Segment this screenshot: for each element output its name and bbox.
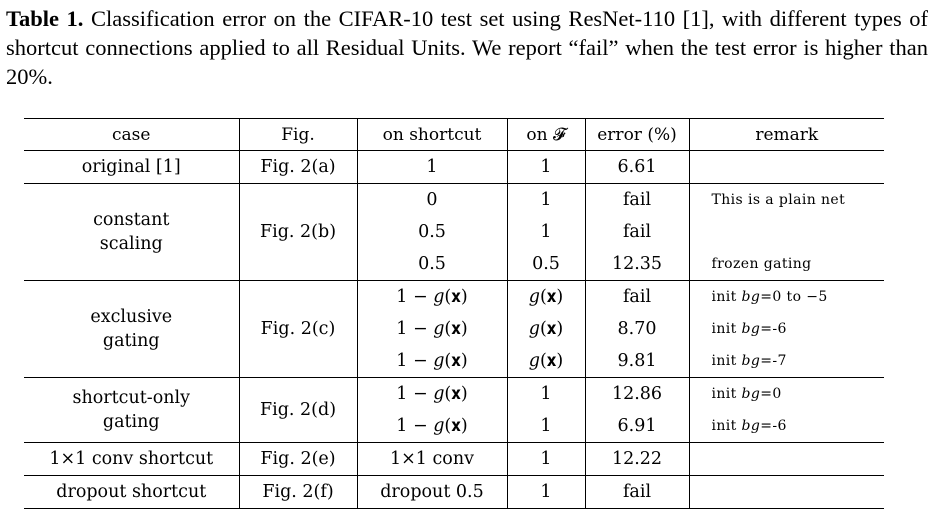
table-row: exclusive gating Fig. 2(c) 1 − 𝑔(𝐱) 𝑔(𝐱)… xyxy=(24,280,884,378)
remark-cell: This is a plain net xyxy=(689,183,884,216)
shortcut-cell: 1 − 𝑔(𝐱) xyxy=(357,313,508,345)
error-cell: 12.22 xyxy=(585,442,690,476)
caption-text: Classification error on the CIFAR-10 tes… xyxy=(6,6,929,89)
error-cell: fail xyxy=(585,280,690,313)
on-f-cell: 1 xyxy=(507,410,586,443)
table-row: 1 − 𝑔(𝐱) 𝑔(𝐱) 9.81 init 𝑏𝑔=-7 xyxy=(24,345,884,378)
error-cell: 8.70 xyxy=(585,313,690,345)
fig-cell: Fig. 2(d) xyxy=(239,377,358,443)
remark-cell xyxy=(689,150,884,184)
on-f-cell: 0.5 xyxy=(507,248,586,281)
case-cell: 1×1 conv shortcut xyxy=(24,442,240,476)
fig-cell: Fig. 2(c) xyxy=(239,280,358,378)
error-cell: fail xyxy=(585,475,690,509)
table-row: 1 − 𝑔(𝐱) 1 6.91 init 𝑏𝑔=-6 xyxy=(24,410,884,443)
remark-cell: frozen gating xyxy=(711,256,812,272)
error-cell: 6.91 xyxy=(585,410,690,443)
remark-cell: init 𝑏𝑔=-7 xyxy=(711,353,787,369)
error-cell: 12.86 xyxy=(585,377,690,410)
results-table: case Fig. on shortcut on 𝓕 error (%) rem… xyxy=(24,118,884,509)
remark-cell: init 𝑏𝑔=0 xyxy=(689,377,884,410)
header-row: case Fig. on shortcut on 𝓕 error (%) rem… xyxy=(24,118,884,151)
on-f-cell: 1 xyxy=(507,216,586,248)
fig-cell: Fig. 2(a) xyxy=(239,150,358,184)
shortcut-cell: 1 − 𝑔(𝐱) xyxy=(357,345,508,378)
error-cell: 6.61 xyxy=(585,150,690,184)
fig-cell: Fig. 2(e) xyxy=(239,442,358,476)
table-row: 1 − 𝑔(𝐱) 𝑔(𝐱) 8.70 init 𝑏𝑔=-6 xyxy=(24,313,884,345)
error-cell: fail xyxy=(585,216,690,248)
case-cell: dropout shortcut xyxy=(24,475,240,509)
on-f-cell: 1 xyxy=(507,475,586,509)
on-f-cell: 𝑔(𝐱) xyxy=(507,345,586,378)
remark-cell: init 𝑏𝑔=0 to −5 xyxy=(689,280,884,313)
remark-cell xyxy=(689,475,884,509)
case-cell: exclusive gating xyxy=(24,280,240,378)
table-row: original [1] Fig. 2(a) 1 1 6.61 xyxy=(24,150,884,184)
header-error: error (%) xyxy=(585,118,690,151)
on-f-cell: 1 xyxy=(507,442,586,476)
remark-cell: init 𝑏𝑔=-6 xyxy=(711,418,787,434)
header-on-shortcut: on shortcut xyxy=(357,118,508,151)
shortcut-cell: 1 − 𝑔(𝐱) xyxy=(357,280,508,313)
header-case: case xyxy=(24,118,240,151)
header-fig: Fig. xyxy=(239,118,358,151)
table-row: 1×1 conv shortcut Fig. 2(e) 1×1 conv 1 1… xyxy=(24,442,884,476)
on-f-cell: 𝑔(𝐱) xyxy=(507,313,586,345)
fig-cell: Fig. 2(b) xyxy=(239,183,358,281)
on-f-cell: 1 xyxy=(507,150,586,184)
table-row: constant scaling Fig. 2(b) 0 1 fail This… xyxy=(24,183,884,281)
table-row: 0.5 1 fail xyxy=(24,216,884,248)
on-f-cell: 1 xyxy=(507,183,586,216)
shortcut-cell: 1×1 conv xyxy=(357,442,508,476)
header-remark: remark xyxy=(689,118,884,151)
error-cell: 12.35 xyxy=(585,248,690,281)
remark-cell: init 𝑏𝑔=-6 xyxy=(711,321,787,337)
case-cell: constant scaling xyxy=(24,183,240,281)
remark-cell xyxy=(689,442,884,476)
error-cell: 9.81 xyxy=(585,345,690,378)
table-row: shortcut-only gating Fig. 2(d) 1 − 𝑔(𝐱) … xyxy=(24,377,884,443)
shortcut-cell: 1 xyxy=(357,150,508,184)
error-cell: fail xyxy=(585,183,690,216)
shortcut-cell: 0.5 xyxy=(357,216,508,248)
case-cell: original [1] xyxy=(24,150,240,184)
header-on-f: on 𝓕 xyxy=(507,118,586,151)
shortcut-cell: 0 xyxy=(357,183,508,216)
shortcut-cell: 0.5 xyxy=(357,248,508,281)
fig-cell: Fig. 2(f) xyxy=(239,475,358,509)
remark-cell xyxy=(689,216,884,248)
on-f-cell: 1 xyxy=(507,377,586,410)
shortcut-cell: 1 − 𝑔(𝐱) xyxy=(357,377,508,410)
on-f-cell: 𝑔(𝐱) xyxy=(507,280,586,313)
case-cell: shortcut-only gating xyxy=(24,377,240,443)
table-row: 0.5 0.5 12.35 frozen gating xyxy=(24,248,884,281)
caption-label: Table 1. xyxy=(6,6,84,31)
shortcut-cell: 1 − 𝑔(𝐱) xyxy=(357,410,508,443)
table-row: dropout shortcut Fig. 2(f) dropout 0.5 1… xyxy=(24,475,884,509)
shortcut-cell: dropout 0.5 xyxy=(357,475,508,509)
table-caption: Table 1. Classification error on the CIF… xyxy=(6,4,928,91)
